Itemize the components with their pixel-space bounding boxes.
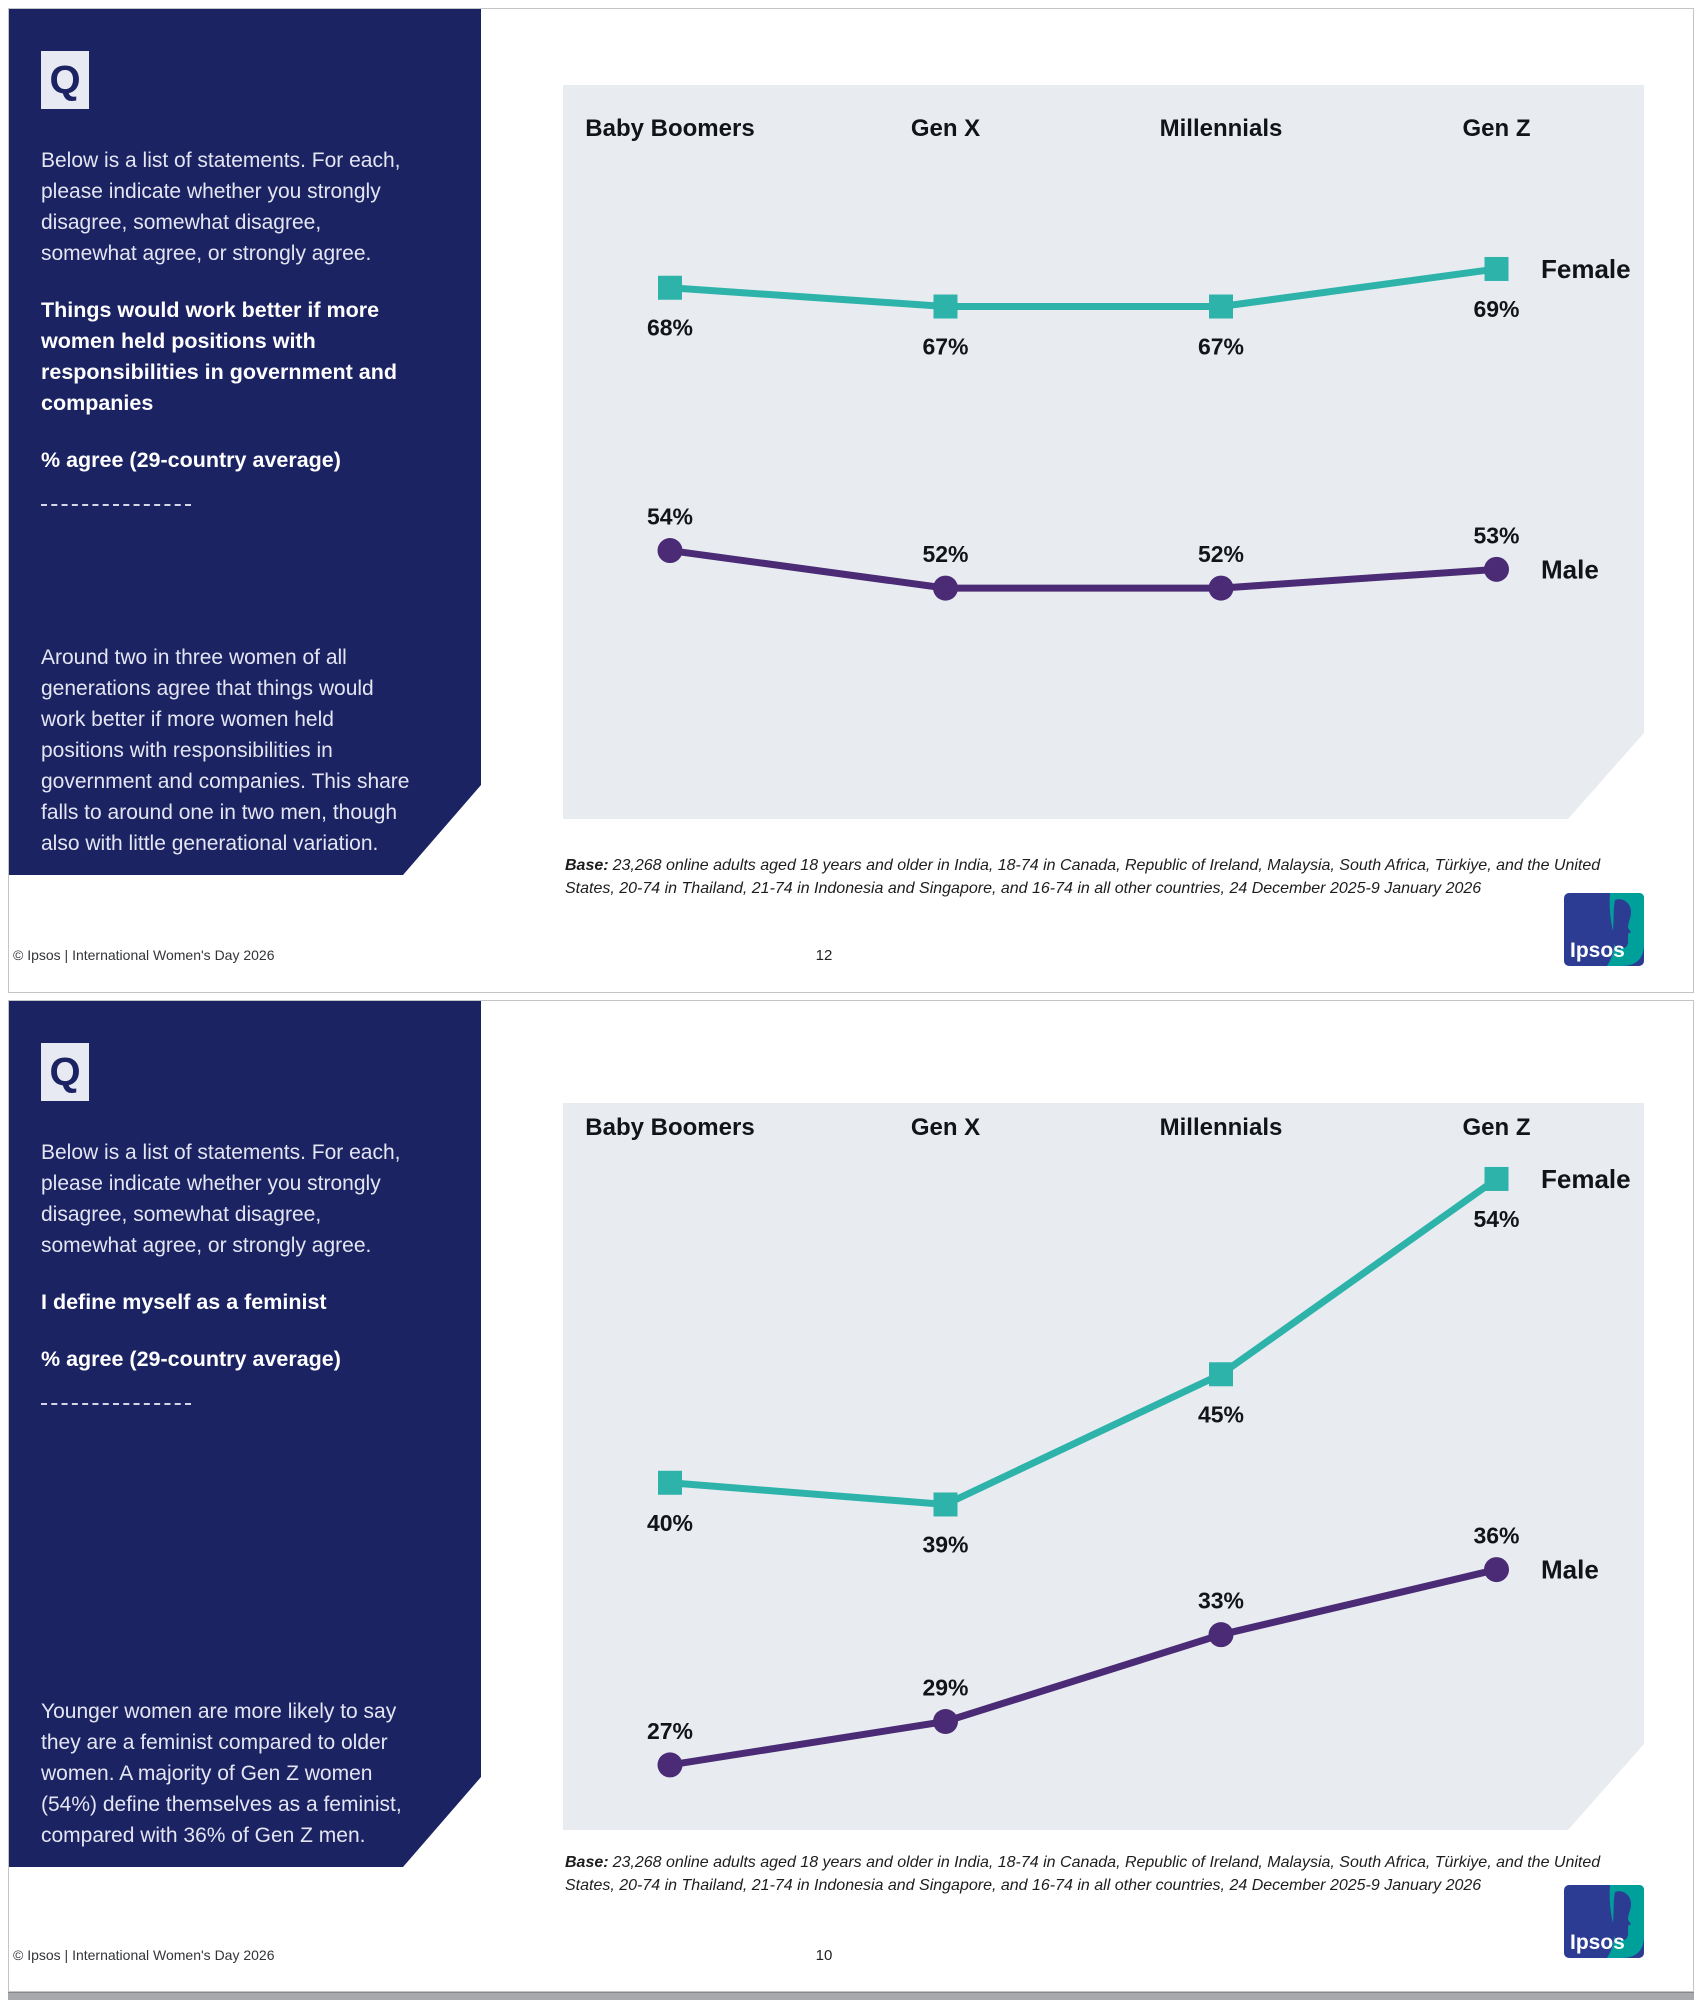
slide-feminist-identity: Q Below is a list of statements. For eac… [8, 1000, 1694, 1992]
female-value-label: 40% [647, 1510, 693, 1536]
male-data-point-marker [933, 576, 958, 601]
logo-wordmark: Ipsos [1570, 1931, 1625, 1954]
measure-label: % agree (29-country average) [41, 1347, 341, 1371]
category-label-gen-z: Gen Z [1462, 1114, 1530, 1141]
male-data-point-marker [1484, 1557, 1509, 1582]
question-icon-letter: Q [49, 57, 81, 102]
category-label-millennials: Millennials [1160, 115, 1283, 142]
male-data-point-marker [1484, 557, 1509, 582]
male-value-label: 52% [1198, 541, 1244, 567]
question-intro-text: Below is a list of statements. For each,… [41, 149, 401, 265]
male-value-label: 54% [647, 504, 693, 530]
base-note-text: 23,268 online adults aged 18 years and o… [565, 857, 1601, 897]
female-value-label: 45% [1198, 1401, 1244, 1427]
base-note: Base: 23,268 online adults aged 18 years … [565, 854, 1650, 900]
male-series-line [670, 551, 1497, 589]
ipsos-logo: Ipsos [1564, 893, 1644, 966]
female-series-line [670, 269, 1497, 307]
female-data-point-marker [934, 1492, 958, 1516]
female-value-label: 68% [647, 315, 693, 341]
female-data-point-marker [1485, 257, 1509, 281]
question-icon: Q [41, 1043, 89, 1101]
next-slide-edge [8, 1992, 1694, 2000]
male-value-label: 53% [1473, 522, 1519, 548]
female-series-legend-label: Female [1541, 1164, 1631, 1194]
base-note-text: 23,268 online adults aged 18 years and o… [565, 1854, 1601, 1894]
female-value-label: 69% [1473, 296, 1519, 322]
male-value-label: 27% [647, 1718, 693, 1744]
male-data-point-marker [933, 1709, 958, 1734]
copyright-footer: © Ipsos | International Women's Day 2026 [13, 947, 275, 963]
female-data-point-marker [1209, 295, 1233, 319]
category-label-gen-z: Gen Z [1462, 115, 1530, 142]
male-value-label: 36% [1473, 1523, 1519, 1549]
female-value-label: 39% [922, 1531, 968, 1557]
generations-line-chart: Baby Boomers Gen X Millennials Gen Z 40% 39% 4… [563, 1103, 1644, 1830]
male-data-point-marker [1209, 576, 1234, 601]
line-chart-panel: Baby Boomers Gen X Millennials Gen Z 40% 39% 4… [563, 1103, 1644, 1830]
logo-profile-silhouette [1612, 1891, 1631, 1941]
line-chart-panel: Baby Boomers Gen X Millennials Gen Z 68% 67% 6… [563, 85, 1644, 819]
male-value-label: 29% [922, 1674, 968, 1700]
divider-dashed-line [41, 1403, 191, 1405]
statement-title: I define myself as a feminist [41, 1290, 327, 1314]
page-number: 10 [815, 1947, 833, 1964]
category-label-baby-boomers: Baby Boomers [585, 1114, 754, 1141]
insight-text: Around two in three women of all generat… [41, 646, 410, 855]
category-label-baby-boomers: Baby Boomers [585, 115, 754, 142]
generations-line-chart: Baby Boomers Gen X Millennials Gen Z 68% 67% 6… [563, 85, 1644, 819]
question-icon-letter: Q [49, 1049, 81, 1094]
male-data-point-marker [658, 538, 683, 563]
female-value-label: 67% [1198, 334, 1244, 360]
female-data-point-marker [658, 1471, 682, 1495]
slide-women-in-positions: Q Below is a list of statements. For eac… [8, 8, 1694, 993]
male-data-point-marker [1209, 1622, 1234, 1647]
insight-text: Younger women are more likely to say the… [41, 1700, 402, 1847]
female-data-point-marker [1209, 1362, 1233, 1386]
question-intro-text: Below is a list of statements. For each,… [41, 1141, 401, 1257]
female-series-legend-label: Female [1541, 254, 1631, 284]
female-value-label: 67% [922, 334, 968, 360]
question-sidebar: Q Below is a list of statements. For eac… [9, 9, 481, 875]
female-data-point-marker [1485, 1167, 1509, 1191]
male-data-point-marker [658, 1752, 683, 1777]
female-data-point-marker [934, 295, 958, 319]
base-note: Base: 23,268 online adults aged 18 years … [565, 1851, 1650, 1897]
male-value-label: 52% [922, 541, 968, 567]
page-number: 12 [815, 947, 833, 964]
male-series-legend-label: Male [1541, 554, 1599, 584]
question-icon: Q [41, 51, 89, 109]
logo-profile-silhouette [1612, 899, 1631, 949]
question-sidebar: Q Below is a list of statements. For eac… [9, 1001, 481, 1867]
divider-dashed-line [41, 504, 191, 506]
female-value-label: 54% [1473, 1206, 1519, 1232]
base-note-label: Base: [565, 1854, 609, 1871]
female-series-line [670, 1179, 1497, 1505]
male-series-line [670, 1570, 1497, 1765]
logo-wordmark: Ipsos [1570, 939, 1625, 962]
category-label-millennials: Millennials [1160, 1114, 1283, 1141]
ipsos-logo: Ipsos [1564, 1885, 1644, 1958]
category-label-gen-x: Gen X [911, 1114, 980, 1141]
male-series-legend-label: Male [1541, 1555, 1599, 1585]
copyright-footer: © Ipsos | International Women's Day 2026 [13, 1947, 275, 1963]
measure-label: % agree (29-country average) [41, 448, 341, 472]
category-label-gen-x: Gen X [911, 115, 980, 142]
male-value-label: 33% [1198, 1588, 1244, 1614]
statement-title: Things would work better if more women h… [41, 298, 398, 415]
base-note-label: Base: [565, 857, 609, 874]
female-data-point-marker [658, 276, 682, 300]
